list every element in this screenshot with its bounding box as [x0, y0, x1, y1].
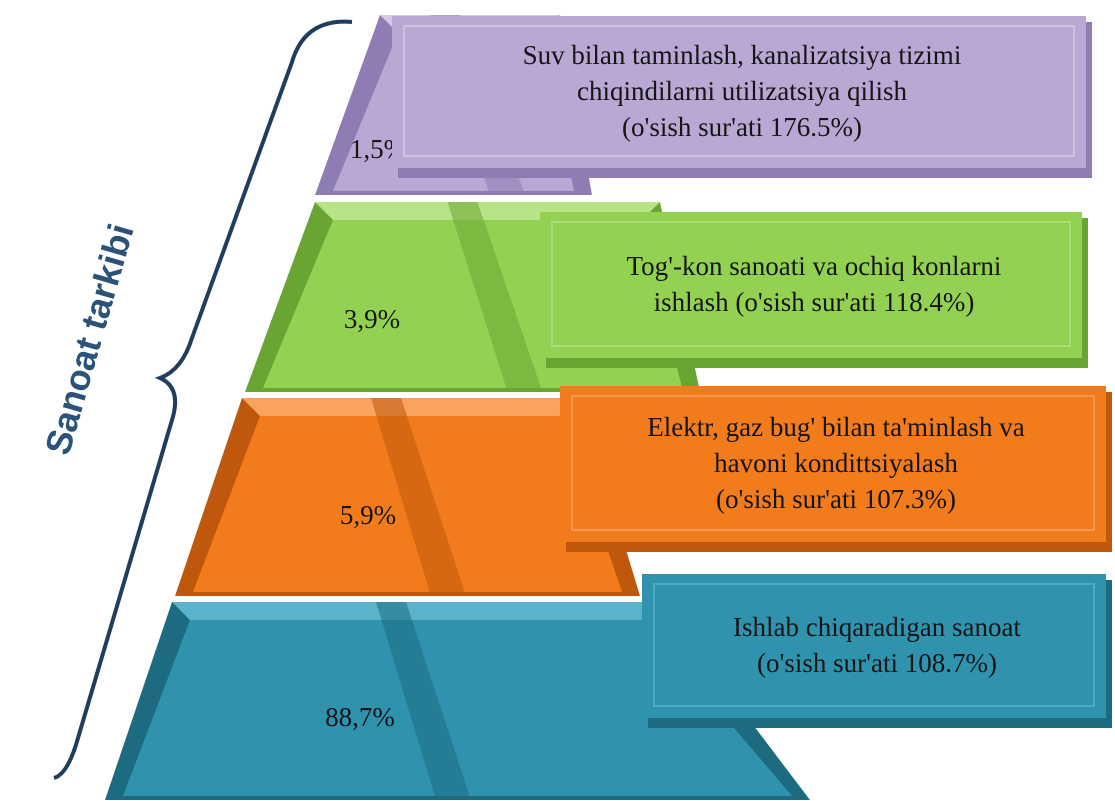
banner-text: (o'sish sur'ati 108.7%) — [757, 648, 997, 678]
level: 3,9% Tog'-kon sanoati va ochiq konlarni is… — [245, 202, 1088, 392]
layer-fold — [376, 602, 471, 800]
level: 1,5%Suv bilan taminlash, kanalizatsiya t… — [315, 15, 1092, 195]
banner-bevel — [571, 395, 1095, 531]
banner-text: ishlash (o'sish sur'ati 118.4%) — [654, 287, 975, 317]
share-label: 3,9% — [344, 304, 400, 334]
banner-text: Suv bilan taminlash, kanalizatsiya tizim… — [523, 40, 962, 70]
banner-text: chiqindilarni utilizatsiya qilish — [577, 76, 907, 106]
layer-highlight — [242, 398, 580, 416]
banner-bevel — [403, 25, 1075, 157]
layer-fold — [371, 398, 466, 596]
level: 88,7% Ishlab chiqaradigan sanoat (o'sish s… — [105, 574, 1112, 800]
layer-fold — [447, 202, 543, 392]
banner-text: Tog'-kon sanoati va ochiq konlarni — [627, 251, 1002, 281]
banner-text: Elektr, gaz bug' bilan ta'minlash va — [647, 412, 1025, 442]
share-label: 88,7% — [325, 702, 395, 732]
banner — [392, 16, 1086, 168]
banner-text: (o'sish sur'ati 176.5%) — [622, 112, 862, 142]
banner-bevel — [653, 583, 1095, 707]
level: 5,9% Elektr, gaz bug' bilan ta'minlash va… — [175, 386, 1112, 596]
banner-text: Ishlab chiqaradigan sanoat — [733, 612, 1021, 642]
banner-text: (o'sish sur'ati 107.3%) — [716, 484, 956, 514]
axis-label: Sanoat tarkibi — [37, 219, 142, 459]
banner-bevel — [551, 221, 1071, 347]
layers: 1,5%Suv bilan taminlash, kanalizatsiya t… — [105, 15, 1112, 800]
banner — [560, 386, 1106, 542]
share-label: 5,9% — [340, 500, 396, 530]
layer-highlight — [172, 602, 660, 620]
brace — [53, 19, 353, 780]
layer-face — [123, 620, 792, 796]
banner-text: havoni kondittsiyalash — [714, 448, 958, 478]
banner — [642, 574, 1106, 718]
banner — [540, 212, 1082, 358]
